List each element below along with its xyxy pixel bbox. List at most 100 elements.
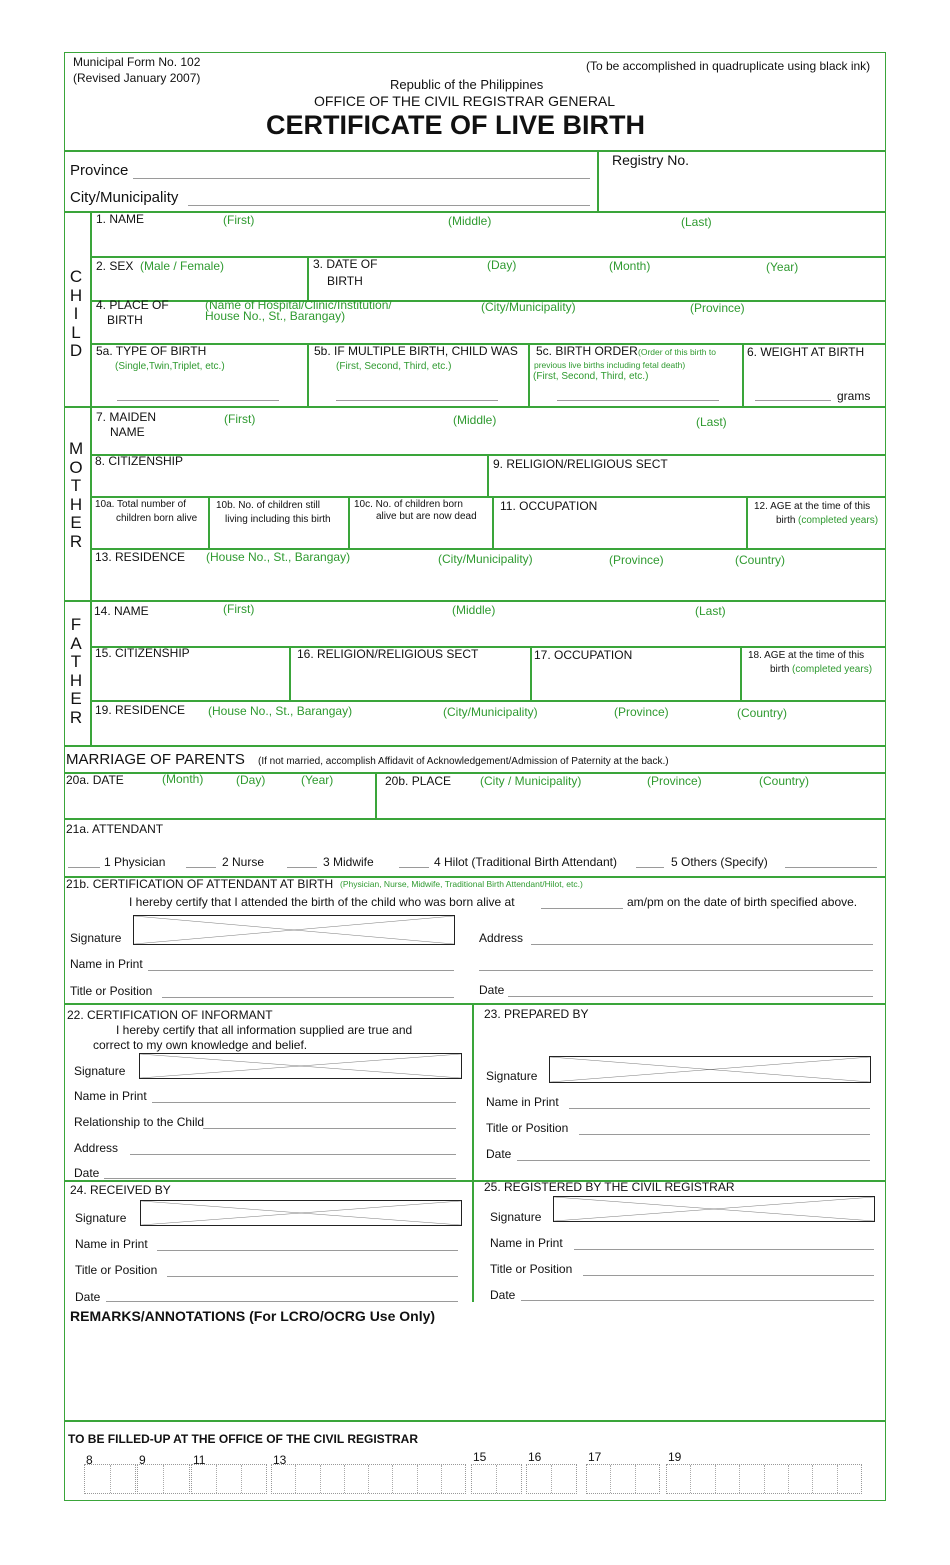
code-box[interactable]: [111, 1465, 136, 1493]
name-print-field[interactable]: [569, 1108, 870, 1109]
others-checkbox[interactable]: [636, 867, 664, 868]
birth-type-label: 5a. TYPE OF BIRTH: [96, 344, 207, 358]
code-box[interactable]: [321, 1465, 345, 1493]
birth-order-hint: previous live births including fetal dea…: [534, 360, 686, 370]
code-box[interactable]: [345, 1465, 369, 1493]
date-field[interactable]: [104, 1178, 456, 1179]
date-field[interactable]: [521, 1300, 874, 1301]
code-box[interactable]: [138, 1465, 164, 1493]
marriage-date-label: 20a. DATE: [66, 773, 124, 787]
age-label: 12. AGE at the time of this: [754, 501, 871, 512]
code-box[interactable]: [497, 1465, 521, 1493]
signature-box[interactable]: [133, 915, 455, 945]
title-position-field[interactable]: [162, 997, 454, 998]
date-field[interactable]: [508, 996, 873, 997]
attendant-option: 3 Midwife: [323, 855, 374, 869]
code-box[interactable]: [667, 1465, 692, 1493]
last-hint: (Last): [696, 415, 727, 429]
pob-hint: (Name of Hospital/Clinic/Institution/: [205, 298, 392, 312]
city-hint: (City/Municipality): [438, 552, 533, 566]
dob-label: BIRTH: [327, 274, 363, 288]
attendant-cert-title: 21b. CERTIFICATION OF ATTENDANT AT BIRTH: [66, 877, 334, 891]
name-print-field[interactable]: [157, 1250, 458, 1251]
title-position-label: Title or Position: [490, 1262, 573, 1276]
birth-type-field[interactable]: [117, 400, 279, 401]
code-box[interactable]: [611, 1465, 636, 1493]
province-hint: (Province): [647, 774, 702, 788]
name-print-field[interactable]: [148, 970, 454, 971]
code-box[interactable]: [85, 1465, 111, 1493]
name-print-field[interactable]: [574, 1249, 874, 1250]
code-box[interactable]: [242, 1465, 266, 1493]
code-box[interactable]: [636, 1465, 659, 1493]
signature-box[interactable]: [140, 1200, 462, 1226]
signature-box[interactable]: [139, 1053, 462, 1079]
code-box[interactable]: [740, 1465, 765, 1493]
physician-checkbox[interactable]: [68, 867, 100, 868]
divider: [90, 496, 885, 498]
age-label: birth: [770, 664, 790, 675]
date-field[interactable]: [517, 1160, 870, 1161]
code-box[interactable]: [418, 1465, 442, 1493]
divider: [90, 700, 885, 702]
code-box[interactable]: [217, 1465, 242, 1493]
title-position-field[interactable]: [583, 1275, 874, 1276]
received-title: 24. RECEIVED BY: [70, 1183, 171, 1197]
city-field[interactable]: [188, 205, 590, 206]
birth-order-field[interactable]: [557, 400, 719, 401]
others-specify-field[interactable]: [785, 867, 877, 868]
title-position-field[interactable]: [579, 1134, 870, 1135]
code-box[interactable]: [813, 1465, 838, 1493]
province-field[interactable]: [133, 178, 590, 179]
code-box-group: [526, 1464, 577, 1494]
code-box[interactable]: [691, 1465, 716, 1493]
code-box[interactable]: [838, 1465, 861, 1493]
code-box[interactable]: [789, 1465, 814, 1493]
code-box[interactable]: [552, 1465, 576, 1493]
letter: H: [69, 670, 83, 690]
code-box[interactable]: [587, 1465, 612, 1493]
ink-instruction: (To be accomplished in quadruplicate usi…: [586, 59, 871, 73]
date-label: Date: [479, 983, 505, 997]
code-box[interactable]: [164, 1465, 189, 1493]
last-hint: (Last): [681, 215, 712, 229]
office-title: TO BE FILLED-UP AT THE OFFICE OF THE CIV…: [68, 1432, 419, 1446]
title-position-field[interactable]: [167, 1276, 458, 1277]
name-print-field[interactable]: [152, 1102, 456, 1103]
weight-field[interactable]: [755, 400, 831, 401]
code-box-group: [586, 1464, 660, 1494]
divider: [375, 772, 377, 818]
address-field[interactable]: [531, 944, 873, 945]
date-field[interactable]: [106, 1301, 458, 1302]
code-box[interactable]: [765, 1465, 789, 1493]
code-box[interactable]: [527, 1465, 552, 1493]
residence-label: 13. RESIDENCE: [95, 550, 186, 564]
code-box[interactable]: [442, 1465, 465, 1493]
address-field-2[interactable]: [479, 970, 873, 971]
middle-hint: (Middle): [453, 413, 497, 427]
signature-box[interactable]: [553, 1196, 875, 1222]
code-box[interactable]: [272, 1465, 297, 1493]
midwife-checkbox[interactable]: [287, 867, 317, 868]
code-box[interactable]: [192, 1465, 217, 1493]
code-box[interactable]: [716, 1465, 741, 1493]
divider: [90, 343, 885, 345]
multiple-birth-field[interactable]: [336, 400, 498, 401]
address-field[interactable]: [130, 1154, 456, 1155]
relationship-field[interactable]: [203, 1128, 456, 1129]
code-box[interactable]: [296, 1465, 321, 1493]
divider: [472, 1003, 474, 1302]
code-box[interactable]: [393, 1465, 418, 1493]
province-hint: (Province): [609, 553, 664, 567]
remarks-title: REMARKS/ANNOTATIONS (For LCRO/OCRG Use O…: [70, 1308, 436, 1324]
code-box[interactable]: [472, 1465, 497, 1493]
divider: [90, 212, 92, 745]
time-field[interactable]: [541, 908, 623, 909]
signature-box[interactable]: [549, 1056, 871, 1083]
nurse-checkbox[interactable]: [186, 867, 216, 868]
divider: [64, 876, 885, 878]
hilot-checkbox[interactable]: [399, 867, 429, 868]
code-box[interactable]: [369, 1465, 394, 1493]
children-dead-label: alive but are now dead: [376, 511, 477, 522]
